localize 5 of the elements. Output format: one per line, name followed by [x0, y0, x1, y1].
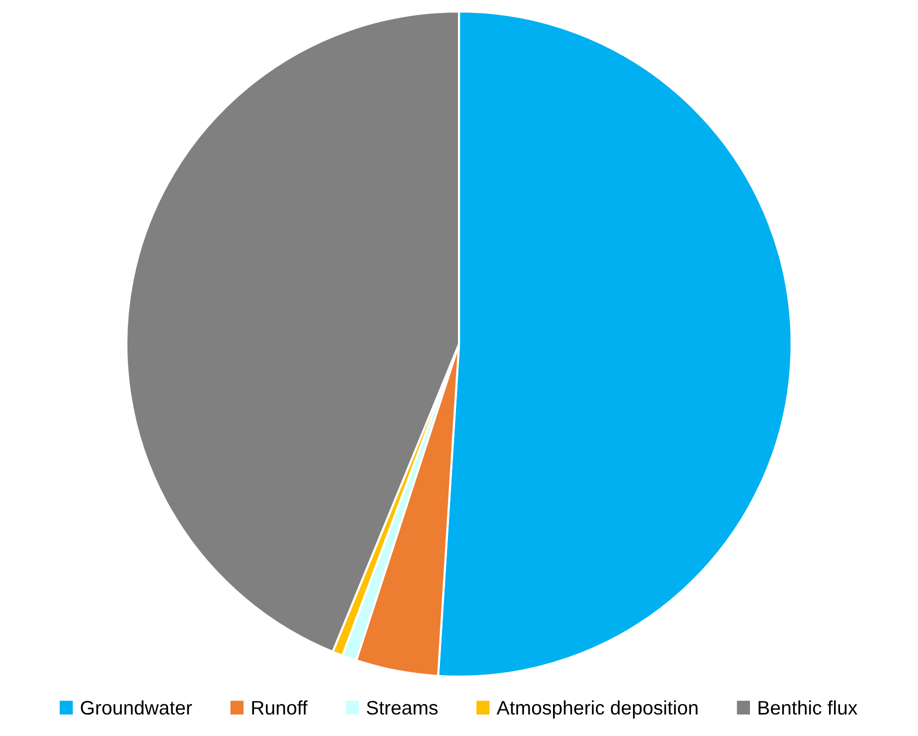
legend-label: Benthic flux: [758, 700, 858, 715]
legend-label: Groundwater: [80, 700, 192, 715]
legend-label: Runoff: [252, 700, 308, 715]
legend-label: Streams: [366, 700, 438, 715]
legend-label: Atmospheric deposition: [496, 700, 698, 718]
